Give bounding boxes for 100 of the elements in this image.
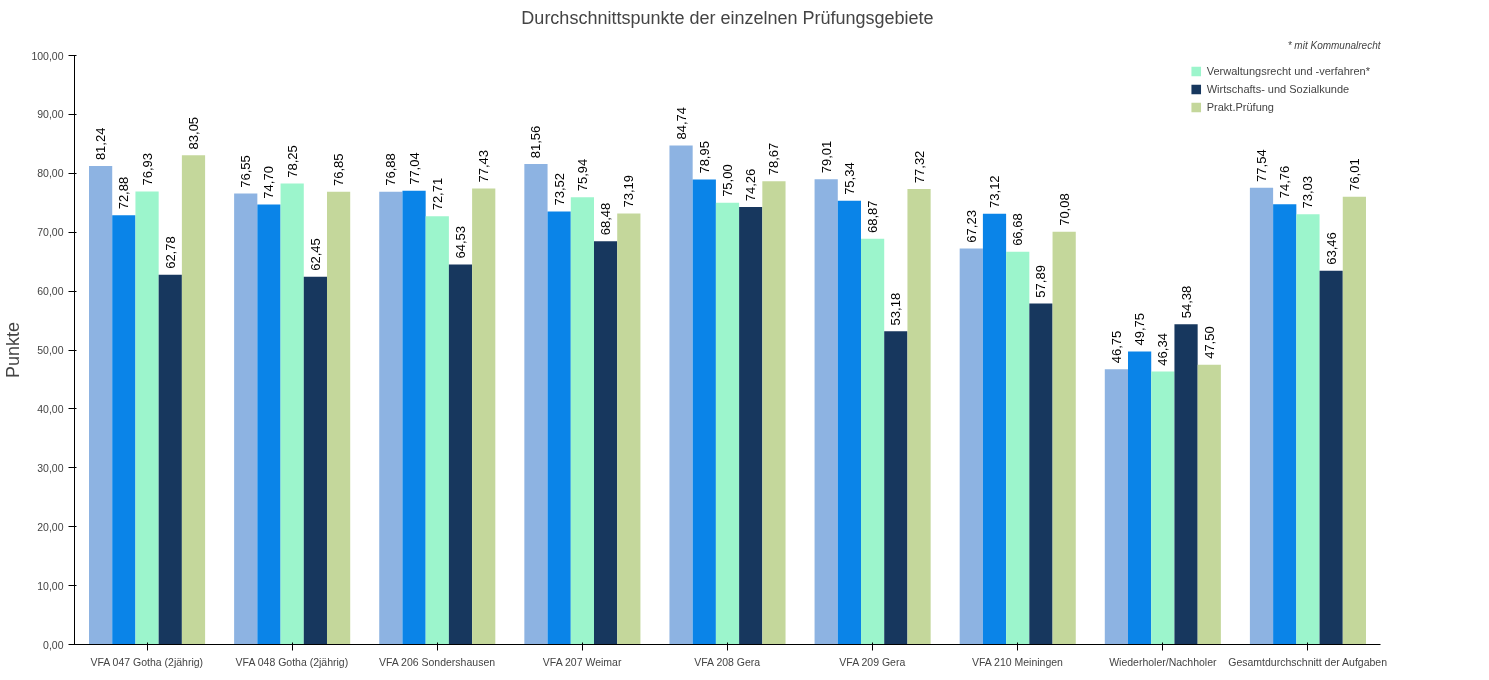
y-axis-title: Punkte [3, 321, 24, 379]
data-label: 73,12 [987, 175, 1002, 208]
bar [89, 166, 113, 645]
data-label: 76,55 [238, 155, 254, 188]
y-tick-label: 50,00 [37, 344, 64, 356]
x-tick-label: Wiederholer/Nachholer [1109, 655, 1218, 668]
x-tick-label: VFA 047 Gotha (2jährig) [90, 655, 204, 668]
bar [158, 274, 182, 645]
bar [762, 181, 786, 645]
data-label: 79,01 [818, 140, 834, 174]
bar [1006, 251, 1030, 645]
bar [1128, 351, 1152, 645]
data-label: 46,34 [1155, 333, 1171, 366]
data-label: 83,05 [185, 116, 201, 150]
y-tick-label: 0,00 [43, 638, 64, 651]
data-label: 81,24 [93, 127, 109, 161]
bar [1052, 231, 1076, 645]
bar [1319, 270, 1343, 645]
bar [669, 145, 693, 645]
data-label: 75,94 [574, 158, 590, 192]
bar [1174, 324, 1198, 645]
data-label: 84,74 [673, 106, 689, 140]
y-tick-label: 70,00 [37, 226, 64, 239]
bar [112, 215, 136, 645]
data-label: 72,71 [429, 177, 445, 211]
bar [837, 200, 861, 645]
data-label: 75,00 [720, 164, 735, 197]
data-label: 76,93 [139, 152, 155, 186]
data-label: 68,87 [865, 200, 881, 233]
text: * mit Kommunalrecht [1287, 39, 1382, 51]
legend-label: Wirtschafts- und Sozialkunde [1206, 83, 1350, 95]
bar [303, 276, 327, 645]
y-tick-label: 20,00 [37, 520, 64, 533]
y-tick-label: 80,00 [37, 167, 64, 180]
bar [257, 204, 281, 645]
legend-label: Prakt.Prüfung [1206, 101, 1274, 113]
data-label: 74,70 [261, 166, 277, 199]
y-tick-label: 90,00 [37, 108, 64, 121]
data-label: 62,45 [307, 238, 323, 271]
data-label: 74,76 [1277, 165, 1293, 199]
x-tick-label: VFA 207 Weimar [542, 655, 622, 668]
bar [1197, 364, 1221, 645]
bar [861, 238, 885, 645]
bar [739, 207, 763, 645]
data-label: 68,48 [598, 202, 614, 236]
data-label: 77,32 [911, 150, 927, 184]
bar [959, 248, 983, 645]
data-label: 70,08 [1056, 193, 1072, 226]
bar [326, 191, 351, 645]
bar [547, 211, 571, 645]
data-label: 64,53 [453, 225, 468, 259]
bar [814, 179, 838, 645]
y-tick-label: 60,00 [37, 285, 64, 298]
y-tick-label: 40,00 [37, 402, 64, 415]
data-label: 53,18 [888, 292, 904, 326]
bar [234, 193, 258, 645]
data-label: 81,56 [528, 125, 544, 159]
data-label: 78,67 [766, 142, 782, 176]
bar [448, 264, 473, 645]
bar [1249, 187, 1274, 645]
bar [181, 155, 206, 645]
data-label: 77,43 [476, 150, 492, 183]
x-tick-label: VFA 209 Gera [839, 655, 906, 668]
bar [617, 213, 641, 645]
bar [280, 183, 304, 645]
data-label: 77,04 [406, 152, 422, 185]
data-label: 72,88 [116, 176, 132, 210]
bar [524, 164, 548, 645]
data-label: 54,38 [1178, 285, 1194, 319]
chart-title: Durchschnittspunkte der einzelnen Prüfungsgebiete [521, 7, 934, 28]
bar [1104, 369, 1129, 645]
data-label: 74,26 [743, 168, 759, 202]
bar [1151, 371, 1175, 645]
data-label: 78,25 [284, 145, 300, 178]
bar [594, 241, 618, 645]
bar [1029, 303, 1053, 645]
data-label: 63,46 [1323, 232, 1339, 265]
bar [907, 189, 931, 645]
bar [1296, 214, 1320, 645]
bar [379, 191, 403, 645]
data-label: 73,52 [551, 173, 567, 206]
data-label: 57,89 [1033, 265, 1049, 298]
bar [692, 179, 716, 645]
bar [1342, 196, 1366, 645]
bar [402, 190, 426, 645]
data-label: 78,95 [696, 141, 712, 174]
y-tick-label: 30,00 [37, 461, 64, 474]
data-label: 66,68 [1010, 213, 1026, 246]
data-label: 76,01 [1346, 158, 1362, 191]
x-tick-label: VFA 208 Gera [694, 655, 761, 668]
bar [884, 331, 908, 645]
bar [1273, 204, 1297, 645]
x-tick-label: VFA 210 Meiningen [971, 655, 1064, 668]
data-label: 77,54 [1254, 149, 1270, 182]
bar [425, 216, 449, 645]
bar [715, 202, 740, 645]
x-tick-label: Gesamtdurchschnitt der Aufgaben [1228, 655, 1388, 668]
data-label: 76,88 [383, 153, 399, 186]
x-tick-label: VFA 206 Sondershausen [378, 655, 496, 668]
data-label: 76,85 [331, 153, 347, 186]
